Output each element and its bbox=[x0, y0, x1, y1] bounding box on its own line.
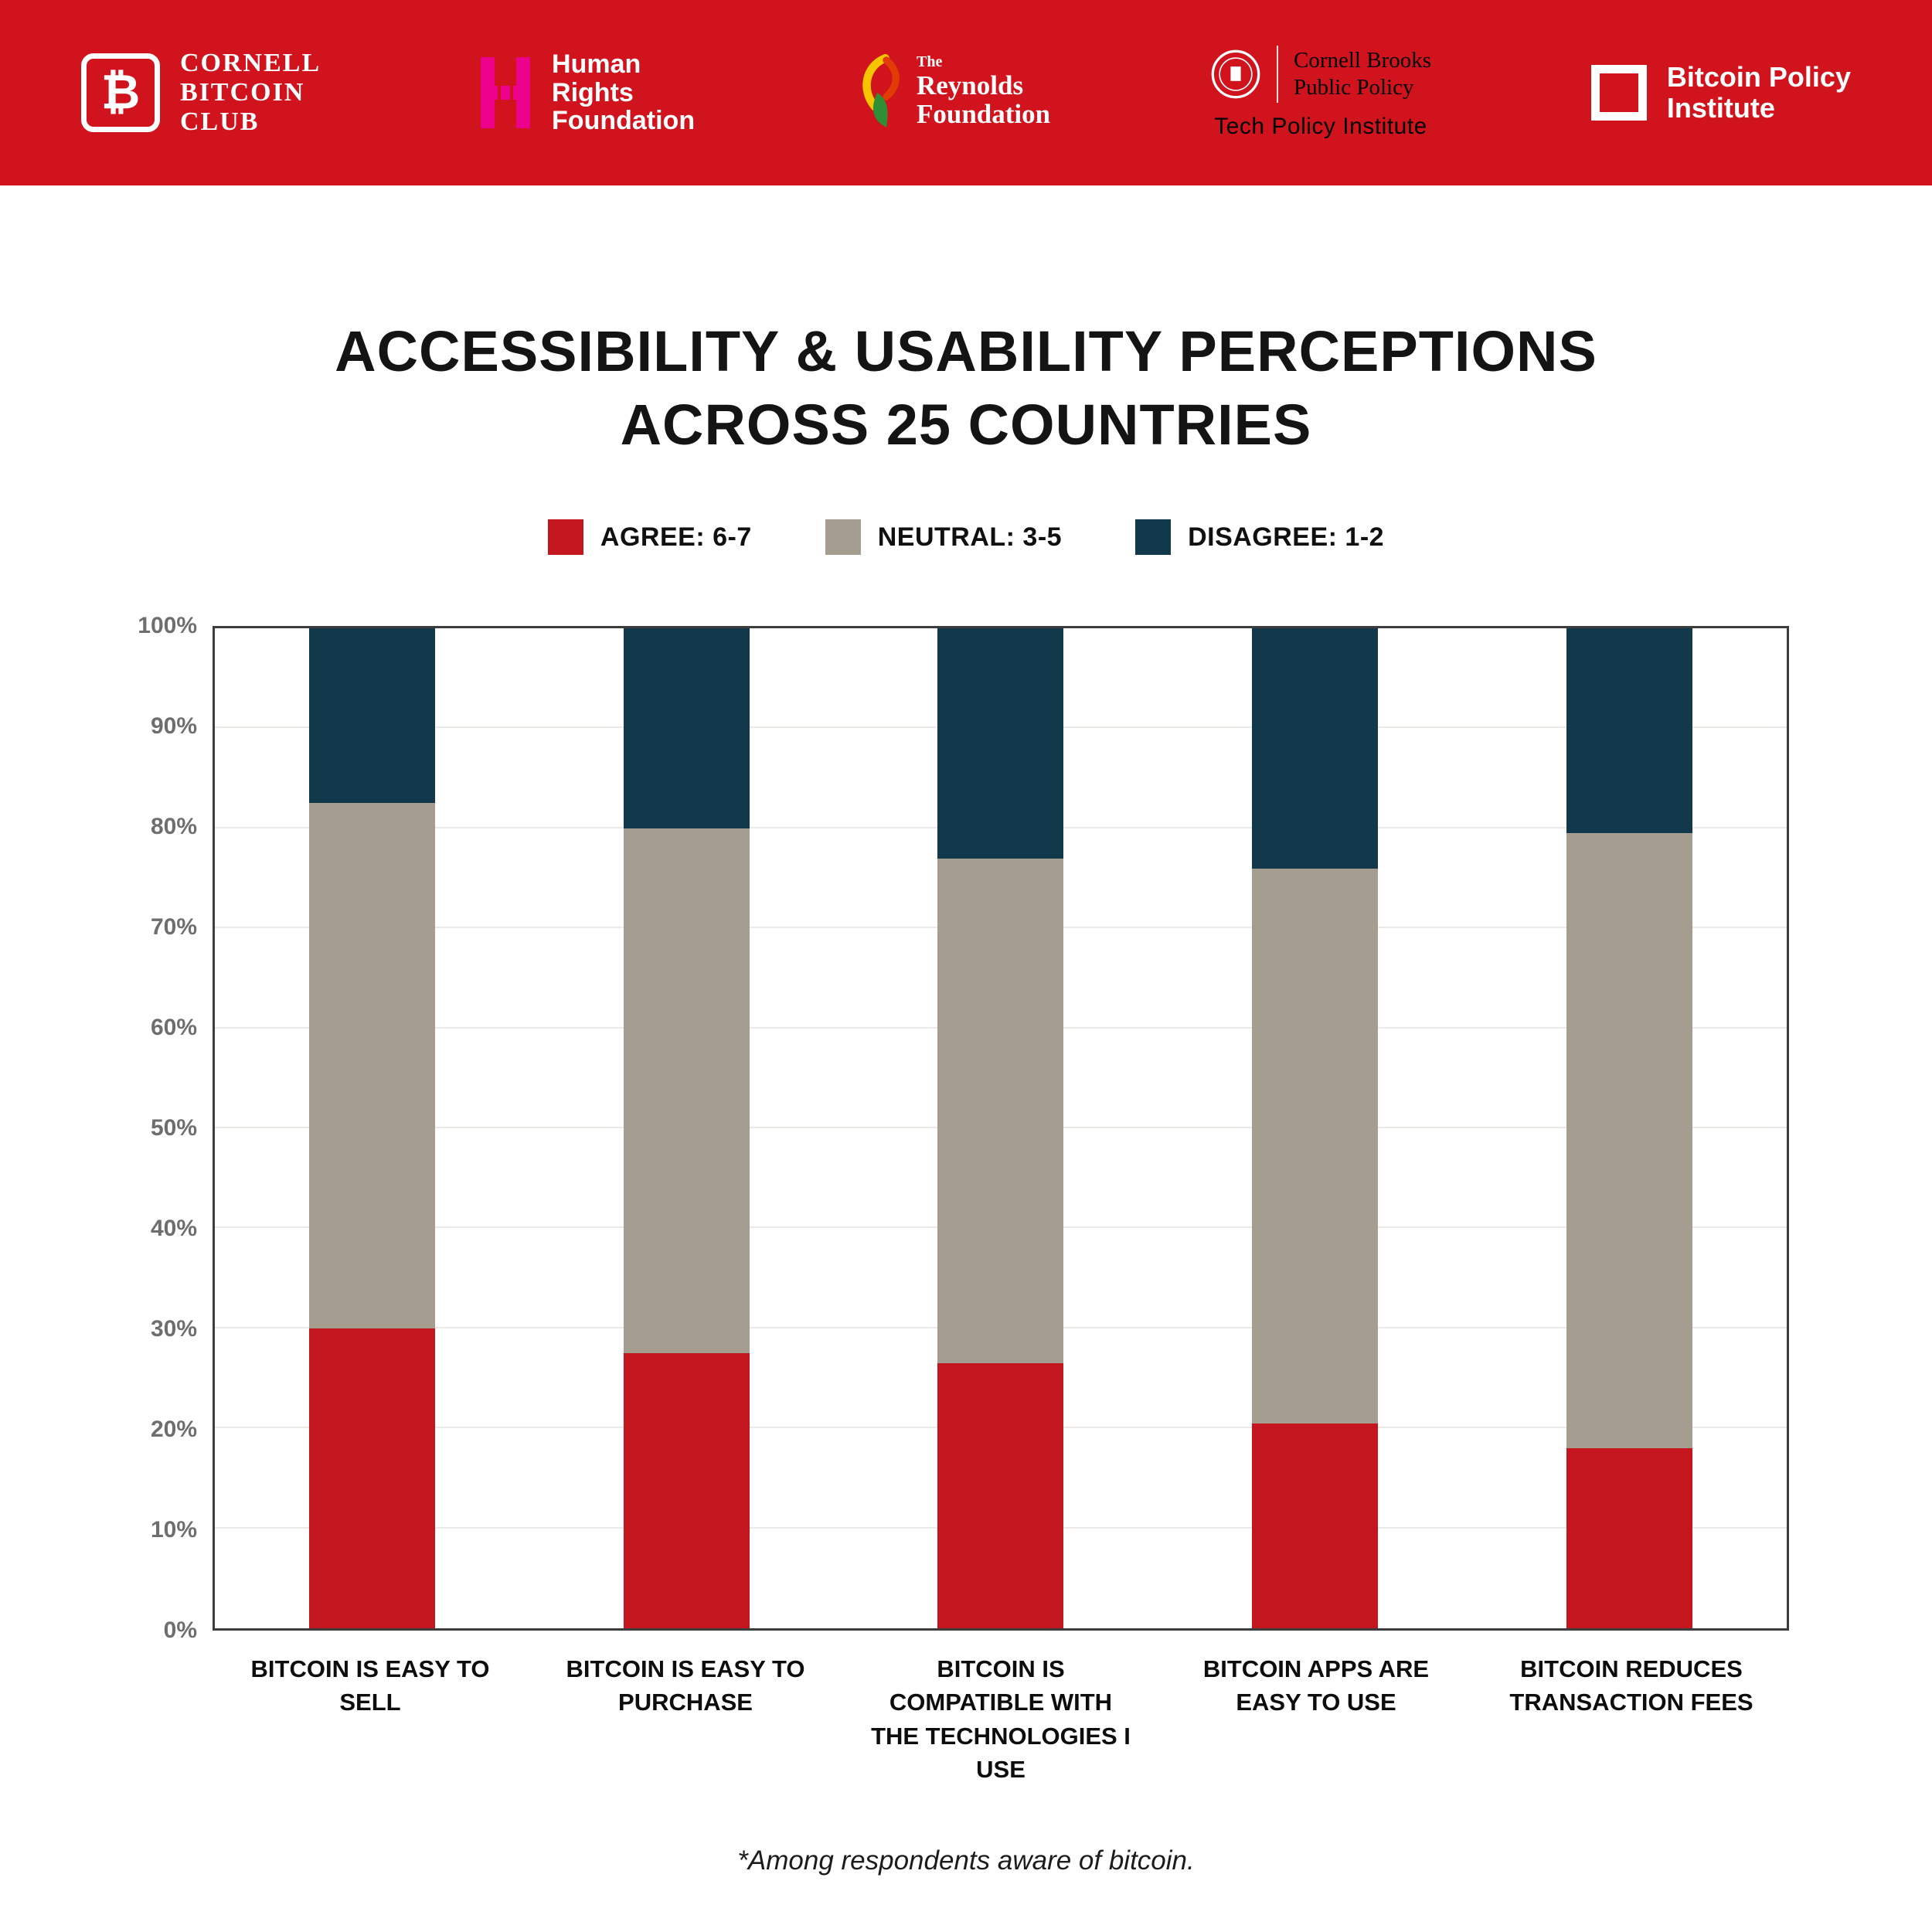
legend-swatch-disagree bbox=[1135, 519, 1172, 555]
footnote: *Among respondents aware of bitcoin. bbox=[737, 1845, 1195, 1876]
cornell-bitcoin-club-logo: ₿ CORNELL BITCOIN CLUB bbox=[81, 49, 321, 137]
reynolds-foundation-logo: The Reynolds Foundation bbox=[855, 54, 1050, 131]
legend-label: AGREE: 6-7 bbox=[600, 522, 752, 552]
stacked-bar bbox=[1252, 628, 1379, 1628]
bar-segment-disagree bbox=[308, 628, 435, 804]
bar-segment-agree bbox=[937, 1363, 1064, 1628]
tech-policy-institute-label: Tech Policy Institute bbox=[1214, 114, 1427, 139]
bpi-square-icon bbox=[1590, 65, 1647, 121]
stacked-bar bbox=[1566, 628, 1693, 1628]
category-label: BITCOIN IS EASY TO PURCHASE bbox=[566, 1655, 805, 1716]
logo-text-line: CORNELL bbox=[180, 48, 321, 77]
y-tick-label: 80% bbox=[150, 814, 197, 839]
logo-text-line: Institute bbox=[1666, 92, 1775, 124]
stacked-bar bbox=[937, 628, 1064, 1628]
bar-segment-neutral bbox=[1566, 833, 1693, 1449]
bitcoin-icon: ₿ bbox=[81, 53, 160, 132]
category-label: BITCOIN IS COMPATIBLE WITH THE TECHNOLOG… bbox=[871, 1655, 1131, 1784]
bar-slot bbox=[1158, 628, 1472, 1628]
legend-swatch-neutral bbox=[825, 519, 861, 555]
logo-text-line: Cornell Brooks bbox=[1294, 48, 1432, 73]
bpi-wordmark: Bitcoin Policy Institute bbox=[1666, 60, 1851, 124]
logo-text-line: Human bbox=[552, 49, 641, 79]
reynolds-swoosh-icon bbox=[862, 54, 900, 128]
y-tick-label: 60% bbox=[150, 1015, 197, 1040]
category-label: BITCOIN APPS ARE EASY TO USE bbox=[1202, 1655, 1430, 1716]
page-title: ACCESSIBILITY & USABILITY PERCEPTIONS AC… bbox=[0, 315, 1932, 461]
bar-segment-neutral bbox=[308, 803, 435, 1328]
logo-text-line: BITCOIN bbox=[180, 77, 305, 107]
legend-item-neutral: NEUTRAL: 3-5 bbox=[825, 519, 1062, 555]
bar-segment-agree bbox=[623, 1353, 750, 1628]
logo-divider bbox=[1277, 46, 1278, 103]
bars-row bbox=[215, 628, 1787, 1628]
bar-segment-disagree bbox=[937, 628, 1064, 859]
y-axis: 0% 10% 20% 30% 40% 50% 60% 70% 80% 90% 100% bbox=[85, 613, 197, 1643]
category-labels: BITCOIN IS EASY TO SELL BITCOIN IS EASY T… bbox=[213, 1652, 1789, 1787]
bitcoin-policy-institute-logo: Bitcoin Policy Institute bbox=[1590, 60, 1851, 124]
stacked-bar bbox=[308, 628, 435, 1628]
logo-text-line: The bbox=[916, 53, 943, 70]
logo-text-line: Bitcoin Policy bbox=[1666, 60, 1851, 93]
bar-segment-agree bbox=[1252, 1423, 1379, 1628]
legend-label: DISAGREE: 1-2 bbox=[1188, 522, 1385, 552]
y-tick-label: 100% bbox=[138, 613, 197, 638]
hrf-h-icon bbox=[481, 57, 531, 128]
category-label: BITCOIN IS EASY TO SELL bbox=[250, 1655, 490, 1716]
bar-slot bbox=[215, 628, 529, 1628]
bar-slot bbox=[529, 628, 844, 1628]
y-tick-label: 50% bbox=[150, 1115, 197, 1141]
title-line-1: ACCESSIBILITY & USABILITY PERCEPTIONS bbox=[335, 319, 1597, 383]
cornell-brooks-wordmark: Cornell Brooks Public Policy bbox=[1294, 47, 1431, 101]
y-tick-label: 40% bbox=[150, 1216, 197, 1241]
y-tick-label: 90% bbox=[150, 713, 197, 739]
logo-text-line: Rights bbox=[552, 77, 634, 107]
logo-text-line: Reynolds bbox=[916, 70, 1024, 100]
y-tick-label: 30% bbox=[150, 1316, 197, 1342]
human-rights-foundation-logo: Human Rights Foundation bbox=[481, 50, 695, 135]
logo-text-line: CLUB bbox=[180, 107, 260, 137]
logo-text-line: Public Policy bbox=[1294, 75, 1414, 100]
bar-segment-disagree bbox=[623, 628, 750, 828]
bar-segment-disagree bbox=[1566, 628, 1693, 834]
bar-slot bbox=[1472, 628, 1787, 1628]
bar-segment-neutral bbox=[1252, 868, 1379, 1423]
bar-segment-agree bbox=[308, 1328, 435, 1628]
category-label: BITCOIN REDUCES TRANSACTION FEES bbox=[1509, 1655, 1753, 1716]
cornell-bitcoin-club-wordmark: CORNELL BITCOIN CLUB bbox=[180, 49, 321, 137]
cornell-seal-icon bbox=[1211, 49, 1260, 99]
title-line-2: ACROSS 25 COUNTRIES bbox=[620, 392, 1312, 457]
chart-legend: AGREE: 6-7 NEUTRAL: 3-5 DISAGREE: 1-2 bbox=[0, 519, 1932, 555]
bar-segment-neutral bbox=[937, 858, 1064, 1364]
bar-slot bbox=[844, 628, 1158, 1628]
cornell-brooks-logo: Cornell Brooks Public Policy Tech Policy… bbox=[1210, 46, 1431, 140]
bar-segment-disagree bbox=[1252, 628, 1379, 869]
legend-swatch-agree bbox=[547, 519, 583, 555]
header-banner: ₿ CORNELL BITCOIN CLUB Human Rights Foun… bbox=[0, 0, 1932, 185]
stacked-bar bbox=[623, 628, 750, 1628]
legend-item-agree: AGREE: 6-7 bbox=[547, 519, 752, 555]
y-tick-label: 20% bbox=[150, 1417, 197, 1442]
logo-text-line: Foundation bbox=[552, 106, 696, 136]
plot-area bbox=[213, 626, 1789, 1631]
y-tick-label: 10% bbox=[150, 1517, 197, 1543]
y-tick-label: 70% bbox=[150, 914, 197, 940]
bar-segment-agree bbox=[1566, 1448, 1693, 1628]
bar-segment-neutral bbox=[623, 828, 750, 1354]
legend-label: NEUTRAL: 3-5 bbox=[877, 522, 1063, 552]
legend-item-disagree: DISAGREE: 1-2 bbox=[1135, 519, 1384, 555]
logo-text-line: Foundation bbox=[916, 98, 1051, 129]
hrf-wordmark: Human Rights Foundation bbox=[552, 50, 695, 135]
y-tick-label: 0% bbox=[163, 1617, 197, 1643]
bitcoin-symbol: ₿ bbox=[100, 66, 141, 120]
reynolds-wordmark: The Reynolds Foundation bbox=[917, 54, 1050, 129]
